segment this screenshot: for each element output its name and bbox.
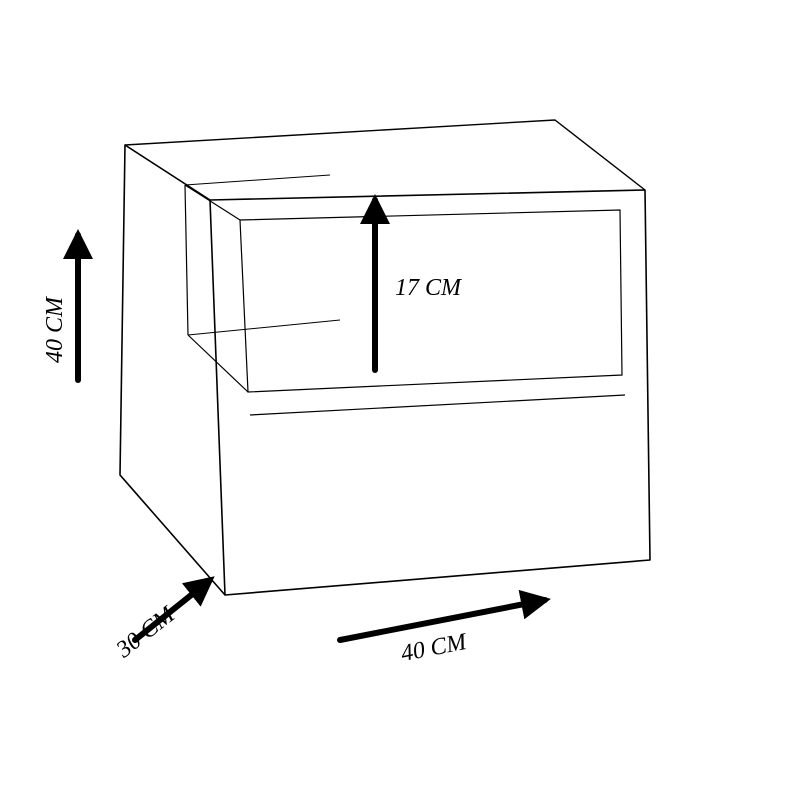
- label-shelf: 17 CM: [395, 275, 463, 301]
- cabinet-outline: [120, 120, 650, 595]
- furniture-dimension-diagram: 40 CM 30 CM 40 CM 17 CM: [0, 0, 800, 800]
- dimension-labels: 40 CM 30 CM 40 CM 17 CM: [42, 275, 471, 667]
- label-width: 40 CM: [399, 629, 471, 667]
- shelf-divider: [250, 395, 625, 415]
- label-height: 40 CM: [42, 295, 68, 363]
